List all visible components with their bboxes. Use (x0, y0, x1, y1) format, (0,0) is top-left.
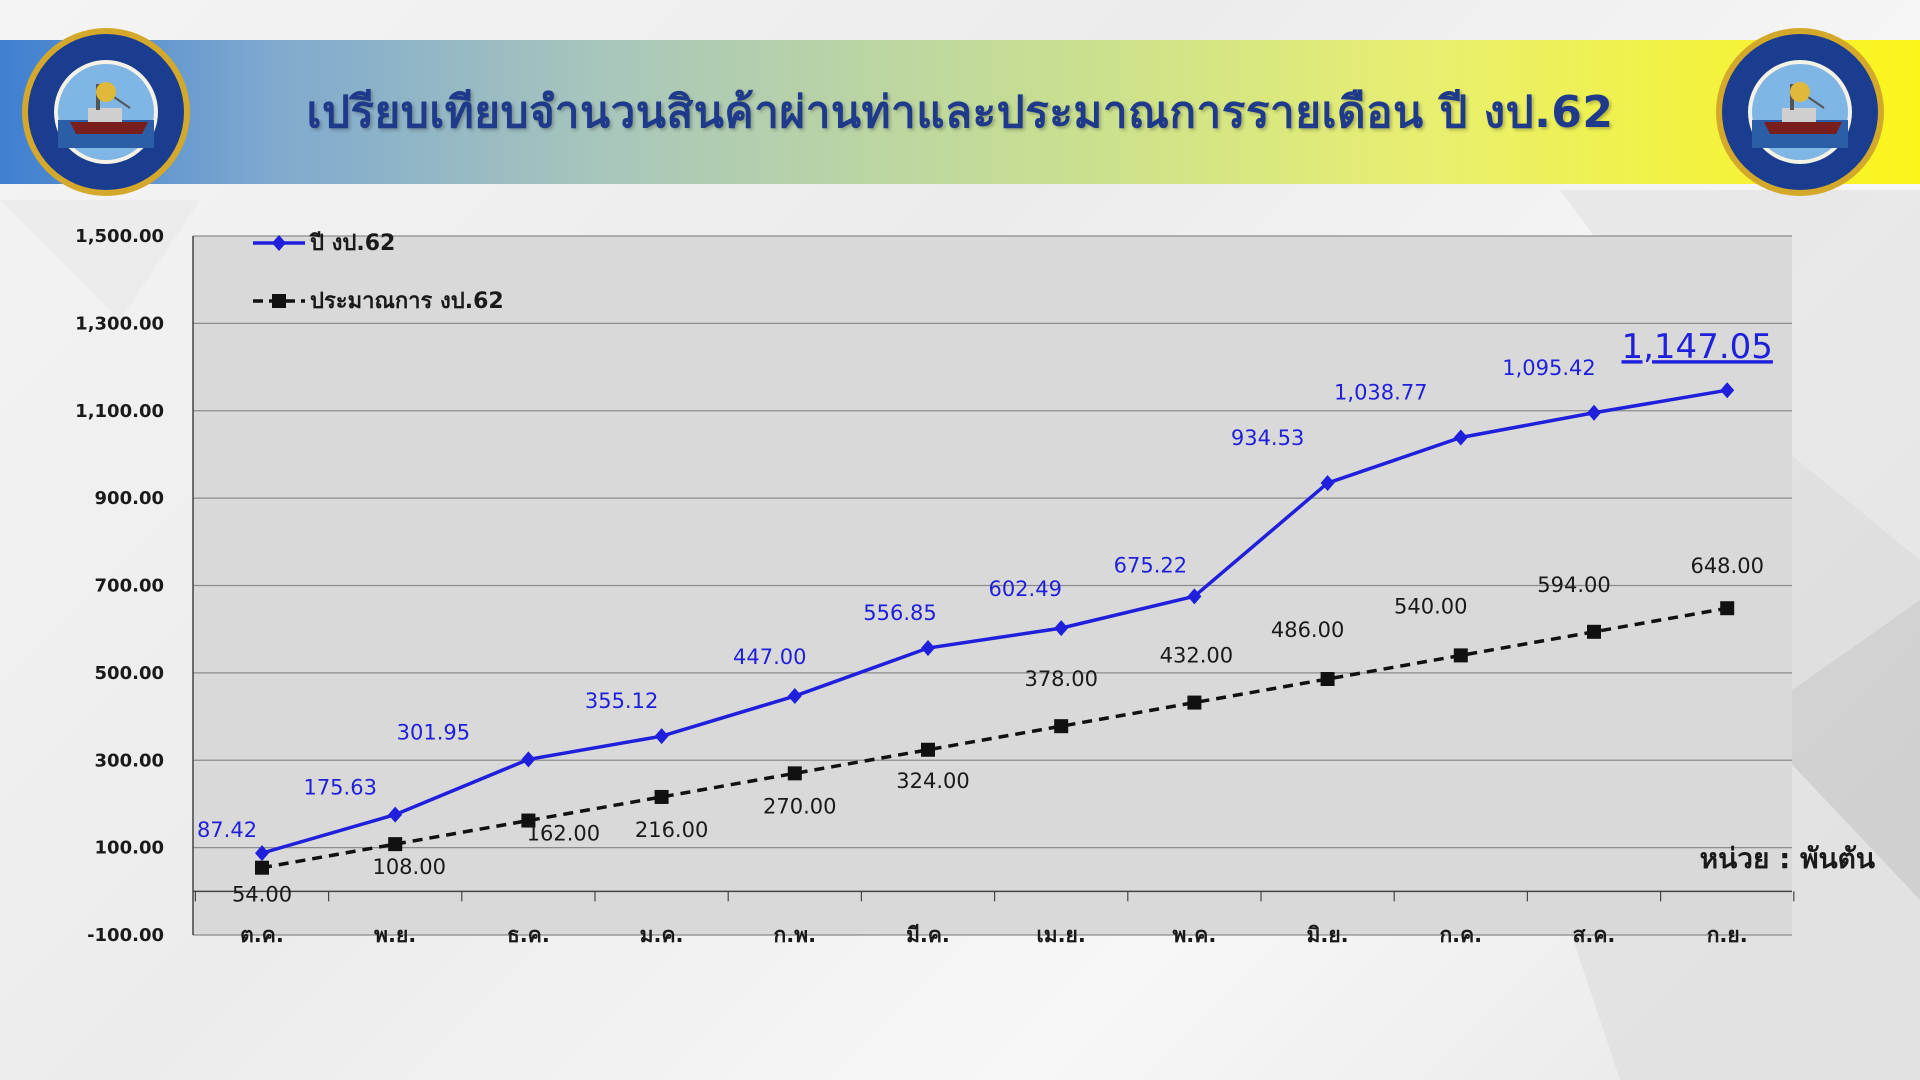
actual-marker (521, 751, 536, 768)
forecast-data-label: 540.00 (1394, 594, 1467, 618)
actual-marker (1054, 620, 1069, 637)
y-tick-label: 100.00 (95, 838, 164, 859)
forecast-series: 54.00 108.00 162.00 216.00 270.00 324.00 378.0… (232, 554, 1764, 907)
actual-data-label: 175.63 (303, 776, 376, 800)
actual-series: 87.42 175.63 301.95 355.12 447.00 556.85 602.4… (197, 356, 1735, 862)
forecast-marker (1054, 719, 1069, 734)
latest-value-highlight: 1,147.05 (1621, 327, 1772, 367)
forecast-data-label: 216.00 (635, 818, 708, 842)
forecast-marker (521, 813, 536, 828)
forecast-marker (1453, 648, 1468, 663)
actual-marker (921, 640, 935, 657)
y-tick-label: 1,100.00 (75, 401, 164, 422)
unit-label: หน่วย : พันตัน (1700, 842, 1875, 875)
forecast-marker (1587, 624, 1601, 639)
y-tick-label: 700.00 (95, 576, 164, 597)
y-tick-label: 300.00 (95, 750, 164, 771)
y-tick-label: 500.00 (95, 663, 164, 684)
forecast-marker (787, 766, 802, 781)
legend-forecast-marker (272, 294, 286, 308)
actual-data-label: 602.49 (988, 577, 1061, 601)
forecast-marker (1187, 695, 1202, 710)
x-tick-label: มิ.ย. (1307, 923, 1349, 947)
x-tick-label: ต.ค. (240, 923, 284, 947)
forecast-data-label: 486.00 (1271, 618, 1344, 642)
actual-data-label: 675.22 (1114, 553, 1187, 577)
y-tick-label: 900.00 (95, 488, 164, 509)
forecast-marker (654, 789, 669, 804)
forecast-data-label: 648.00 (1690, 554, 1763, 578)
x-tick-label: มี.ค. (906, 923, 950, 947)
actual-marker (1720, 382, 1735, 399)
forecast-data-label: 108.00 (372, 855, 445, 879)
port-emblem-left (22, 28, 190, 196)
forecast-data-label: 432.00 (1160, 644, 1233, 668)
actual-data-label: 87.42 (197, 818, 257, 842)
axes (192, 236, 1795, 935)
x-tick-label: ก.พ. (774, 923, 817, 947)
forecast-data-label: 54.00 (232, 883, 292, 907)
actual-data-label: 355.12 (585, 689, 658, 713)
forecast-marker (1320, 671, 1335, 686)
legend-forecast-label: ประมาณการ งป.62 (310, 289, 504, 314)
forecast-data-label: 270.00 (763, 794, 836, 818)
page-title: เปรียบเทียบจำนวนสินค้าผ่านท่าและประมาณกา… (306, 87, 1614, 138)
forecast-marker (1720, 601, 1735, 616)
y-tick-label: -100.00 (87, 925, 164, 946)
x-tick-label: พ.ย. (374, 923, 416, 947)
actual-data-label: 1,038.77 (1334, 380, 1428, 404)
forecast-data-label: 594.00 (1537, 573, 1610, 597)
actual-marker (1187, 588, 1202, 605)
line-chart: -100.00 100.00 300.00 500.00 700.00 900.00 1,1… (75, 226, 1875, 947)
forecast-marker (388, 837, 403, 852)
actual-marker (388, 806, 403, 823)
forecast-data-label: 162.00 (527, 822, 600, 846)
y-tick-labels: -100.00 100.00 300.00 500.00 700.00 900.00 1,1… (75, 226, 164, 946)
forecast-data-label: 324.00 (896, 769, 969, 793)
actual-data-label: 447.00 (733, 645, 806, 669)
x-tick-labels: ต.ค. พ.ย. ธ.ค. ม.ค. ก.พ. มี.ค. เม.ย. พ.ค. มิ.ย. ก… (240, 923, 1748, 947)
forecast-marker (921, 742, 935, 757)
x-tick-label: พ.ค. (1172, 923, 1216, 947)
legend: ปี งป.62 ประมาณการ งป.62 (253, 231, 504, 314)
y-tick-label: 1,300.00 (75, 313, 164, 334)
x-tick-label: ส.ค. (1573, 923, 1616, 947)
gridlines (193, 235, 1792, 936)
x-tick-label: ม.ค. (640, 923, 684, 947)
forecast-data-label: 378.00 (1024, 667, 1097, 691)
actual-data-label: 301.95 (397, 720, 470, 744)
actual-marker (1320, 475, 1335, 492)
forecast-marker (255, 860, 269, 875)
actual-marker (787, 688, 802, 705)
actual-data-label: 556.85 (863, 601, 936, 625)
x-tick-label: ก.ค. (1439, 923, 1482, 947)
actual-marker (654, 728, 669, 745)
actual-marker (1587, 404, 1601, 421)
x-tick-label: ก.ย. (1707, 923, 1748, 947)
y-tick-label: 1,500.00 (75, 226, 164, 247)
x-tick-label: ธ.ค. (507, 923, 550, 947)
title-banner (0, 40, 1920, 184)
legend-actual-marker (272, 235, 286, 251)
port-emblem-right (1716, 28, 1884, 196)
actual-data-label: 1,095.42 (1502, 356, 1596, 380)
legend-actual-label: ปี งป.62 (309, 231, 395, 256)
actual-marker (1453, 429, 1468, 446)
actual-line (261, 388, 1728, 855)
actual-data-label: 934.53 (1231, 426, 1304, 450)
x-tick-label: เม.ย. (1037, 923, 1086, 947)
actual-marker (255, 845, 269, 862)
